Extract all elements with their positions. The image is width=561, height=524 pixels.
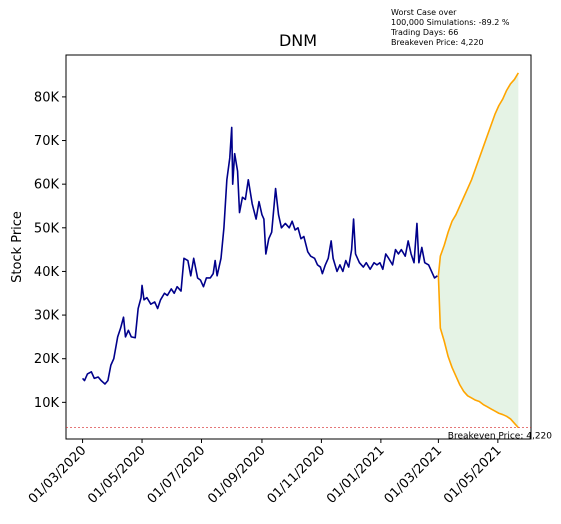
- simulation-range-fill-layer: [438, 72, 519, 428]
- plot-area: Breakeven Price: 4,220: [65, 54, 552, 442]
- x-tick-label: 01/05/2020: [85, 443, 149, 507]
- plot-frame: [65, 54, 532, 440]
- simulation-upper-line: [437, 72, 520, 276]
- y-axis: 10K 20K 30K 40K 50K 60K 70K 80K: [34, 90, 66, 411]
- annotation-line: Trading Days: 66: [390, 28, 458, 37]
- y-tick-label: 80K: [34, 90, 60, 105]
- chart-title: DNM: [279, 31, 317, 50]
- x-tick-label: 01/07/2020: [145, 443, 209, 507]
- y-tick-label: 30K: [34, 309, 60, 324]
- historical-price-line: [81, 126, 438, 385]
- x-tick-label: 01/03/2020: [26, 443, 90, 507]
- x-tick-label: 01/05/2021: [441, 443, 505, 507]
- simulation-range-fill: [438, 72, 519, 428]
- x-tick-label: 01/01/2021: [324, 443, 388, 507]
- x-tick-label: 01/09/2020: [205, 443, 269, 507]
- y-tick-label: 60K: [34, 178, 60, 193]
- y-axis-label: Stock Price: [10, 211, 25, 283]
- x-axis: 01/03/202001/05/202001/07/202001/09/2020…: [26, 439, 505, 507]
- breakeven-layer: Breakeven Price: 4,220: [66, 427, 552, 442]
- y-tick-label: 10K: [34, 396, 60, 411]
- series-layer: [81, 72, 520, 429]
- x-tick-label: 01/11/2020: [265, 443, 329, 507]
- annotation-line: 100,000 Simulations: -89.2 %: [391, 18, 510, 27]
- annotation-line: Worst Case over: [391, 8, 457, 17]
- y-tick-label: 20K: [34, 352, 60, 367]
- y-tick-label: 50K: [34, 221, 60, 236]
- y-tick-label: 70K: [34, 134, 60, 149]
- simulation-lower-line: [437, 275, 519, 429]
- annotation-line: Breakeven Price: 4,220: [391, 38, 484, 47]
- breakeven-label: Breakeven Price: 4,220: [448, 432, 552, 442]
- y-tick-label: 40K: [34, 265, 60, 280]
- x-tick-label: 01/03/2021: [382, 443, 446, 507]
